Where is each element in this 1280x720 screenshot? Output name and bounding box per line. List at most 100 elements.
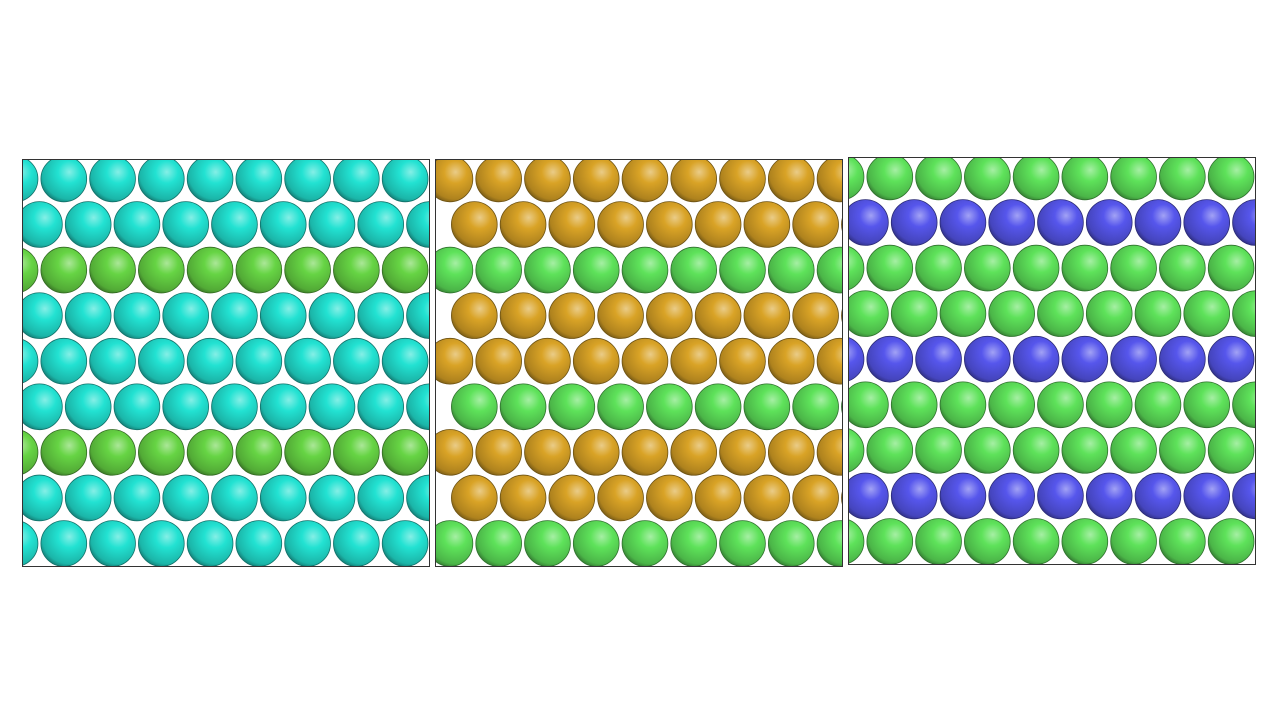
sphere-gold bbox=[670, 429, 718, 476]
sphere-blue bbox=[1037, 199, 1084, 246]
sphere-blue bbox=[988, 199, 1035, 246]
sphere-green_b bbox=[866, 158, 914, 201]
sphere-green_b bbox=[743, 383, 791, 431]
sphere-blue bbox=[1183, 472, 1231, 520]
sphere-green_a bbox=[333, 246, 380, 294]
sphere-gold bbox=[670, 160, 718, 203]
sphere-cyan bbox=[186, 520, 234, 566]
sphere-green_b bbox=[694, 383, 742, 431]
sphere-green_a bbox=[89, 429, 136, 476]
sphere-cyan bbox=[211, 383, 258, 431]
sphere-cyan bbox=[23, 521, 39, 566]
sphere-layer bbox=[436, 160, 842, 566]
sphere-blue bbox=[1061, 335, 1109, 383]
sphere-cyan bbox=[333, 160, 380, 203]
sphere-green_b bbox=[646, 383, 693, 431]
sphere-cyan bbox=[211, 292, 258, 339]
sphere-green_b bbox=[988, 381, 1035, 429]
sphere-green_b bbox=[849, 519, 865, 564]
sphere-green_a bbox=[284, 246, 331, 294]
sphere-blue bbox=[1134, 472, 1182, 520]
sphere-green_b bbox=[1159, 244, 1206, 292]
sphere-gold bbox=[792, 292, 839, 339]
sphere-green_b bbox=[719, 520, 766, 566]
sphere-gold bbox=[436, 429, 474, 476]
sphere-green_a bbox=[23, 430, 39, 475]
sphere-cyan bbox=[113, 292, 161, 339]
sphere-gold bbox=[548, 474, 596, 522]
sphere-green_b bbox=[1061, 158, 1109, 201]
sphere-cyan bbox=[138, 160, 185, 203]
sphere-green_b bbox=[1232, 290, 1255, 337]
sphere-green_b bbox=[849, 428, 865, 473]
sphere-gold bbox=[670, 337, 718, 385]
sphere-green_b bbox=[1159, 427, 1206, 474]
sphere-cyan bbox=[235, 160, 283, 203]
sphere-green_b bbox=[890, 290, 938, 337]
sphere-green_b bbox=[849, 158, 865, 199]
sphere-cyan bbox=[40, 337, 88, 385]
sphere-gold bbox=[475, 337, 522, 385]
sphere-cyan bbox=[113, 383, 161, 431]
sphere-green_b bbox=[915, 427, 962, 474]
sphere-green_b bbox=[866, 427, 914, 474]
sphere-gold bbox=[597, 474, 644, 522]
sphere-cyan bbox=[23, 160, 39, 201]
sphere-gold bbox=[548, 201, 596, 248]
sphere-green_b bbox=[1232, 381, 1255, 429]
sphere-gold bbox=[646, 201, 693, 248]
sphere-gold bbox=[719, 160, 766, 203]
sphere-gold bbox=[694, 474, 742, 522]
sphere-gold bbox=[451, 201, 498, 248]
sphere-gold bbox=[475, 160, 522, 203]
sphere-cyan bbox=[211, 201, 258, 248]
sphere-blue bbox=[849, 472, 889, 520]
sphere-green_b bbox=[1110, 158, 1157, 201]
sphere-green_b bbox=[1134, 290, 1182, 337]
sphere-packing-panel-3 bbox=[848, 157, 1256, 565]
sphere-gold bbox=[597, 201, 644, 248]
sphere-green_a bbox=[138, 429, 185, 476]
sphere-cyan bbox=[284, 160, 331, 203]
sphere-gold bbox=[719, 337, 766, 385]
sphere-gold bbox=[743, 474, 791, 522]
sphere-green_b bbox=[939, 381, 987, 429]
sphere-blue bbox=[1183, 199, 1231, 246]
sphere-gold bbox=[499, 474, 547, 522]
sphere-gold bbox=[597, 292, 644, 339]
sphere-cyan bbox=[333, 520, 380, 566]
sphere-green_b bbox=[548, 383, 596, 431]
sphere-cyan bbox=[284, 337, 331, 385]
sphere-green_b bbox=[964, 244, 1011, 292]
sphere-cyan bbox=[235, 337, 283, 385]
sphere-gold bbox=[572, 429, 620, 476]
sphere-layer bbox=[849, 158, 1255, 564]
sphere-cyan bbox=[89, 520, 136, 566]
sphere-blue bbox=[890, 472, 938, 520]
sphere-green_b bbox=[1012, 158, 1060, 201]
sphere-green_a bbox=[381, 246, 429, 294]
sphere-green_b bbox=[964, 518, 1011, 564]
sphere-cyan bbox=[162, 201, 209, 248]
sphere-cyan bbox=[23, 201, 63, 248]
sphere-blue bbox=[849, 337, 865, 382]
sphere-blue bbox=[1159, 335, 1206, 383]
sphere-green_b bbox=[964, 427, 1011, 474]
sphere-gold bbox=[816, 429, 842, 476]
sphere-cyan bbox=[333, 337, 380, 385]
sphere-green_b bbox=[767, 520, 815, 566]
sphere-cyan bbox=[64, 383, 112, 431]
sphere-cyan bbox=[23, 292, 63, 339]
sphere-blue bbox=[849, 199, 889, 246]
sphere-green_b bbox=[1085, 290, 1133, 337]
sphere-green_a bbox=[23, 248, 39, 292]
sphere-blue bbox=[915, 335, 962, 383]
sphere-gold bbox=[646, 292, 693, 339]
sphere-cyan bbox=[113, 474, 161, 522]
sphere-green_b bbox=[436, 520, 474, 566]
sphere-cyan bbox=[308, 292, 356, 339]
sphere-green_b bbox=[1110, 518, 1157, 564]
sphere-gold bbox=[451, 474, 498, 522]
sphere-cyan bbox=[162, 474, 209, 522]
sphere-green_b bbox=[988, 290, 1035, 337]
